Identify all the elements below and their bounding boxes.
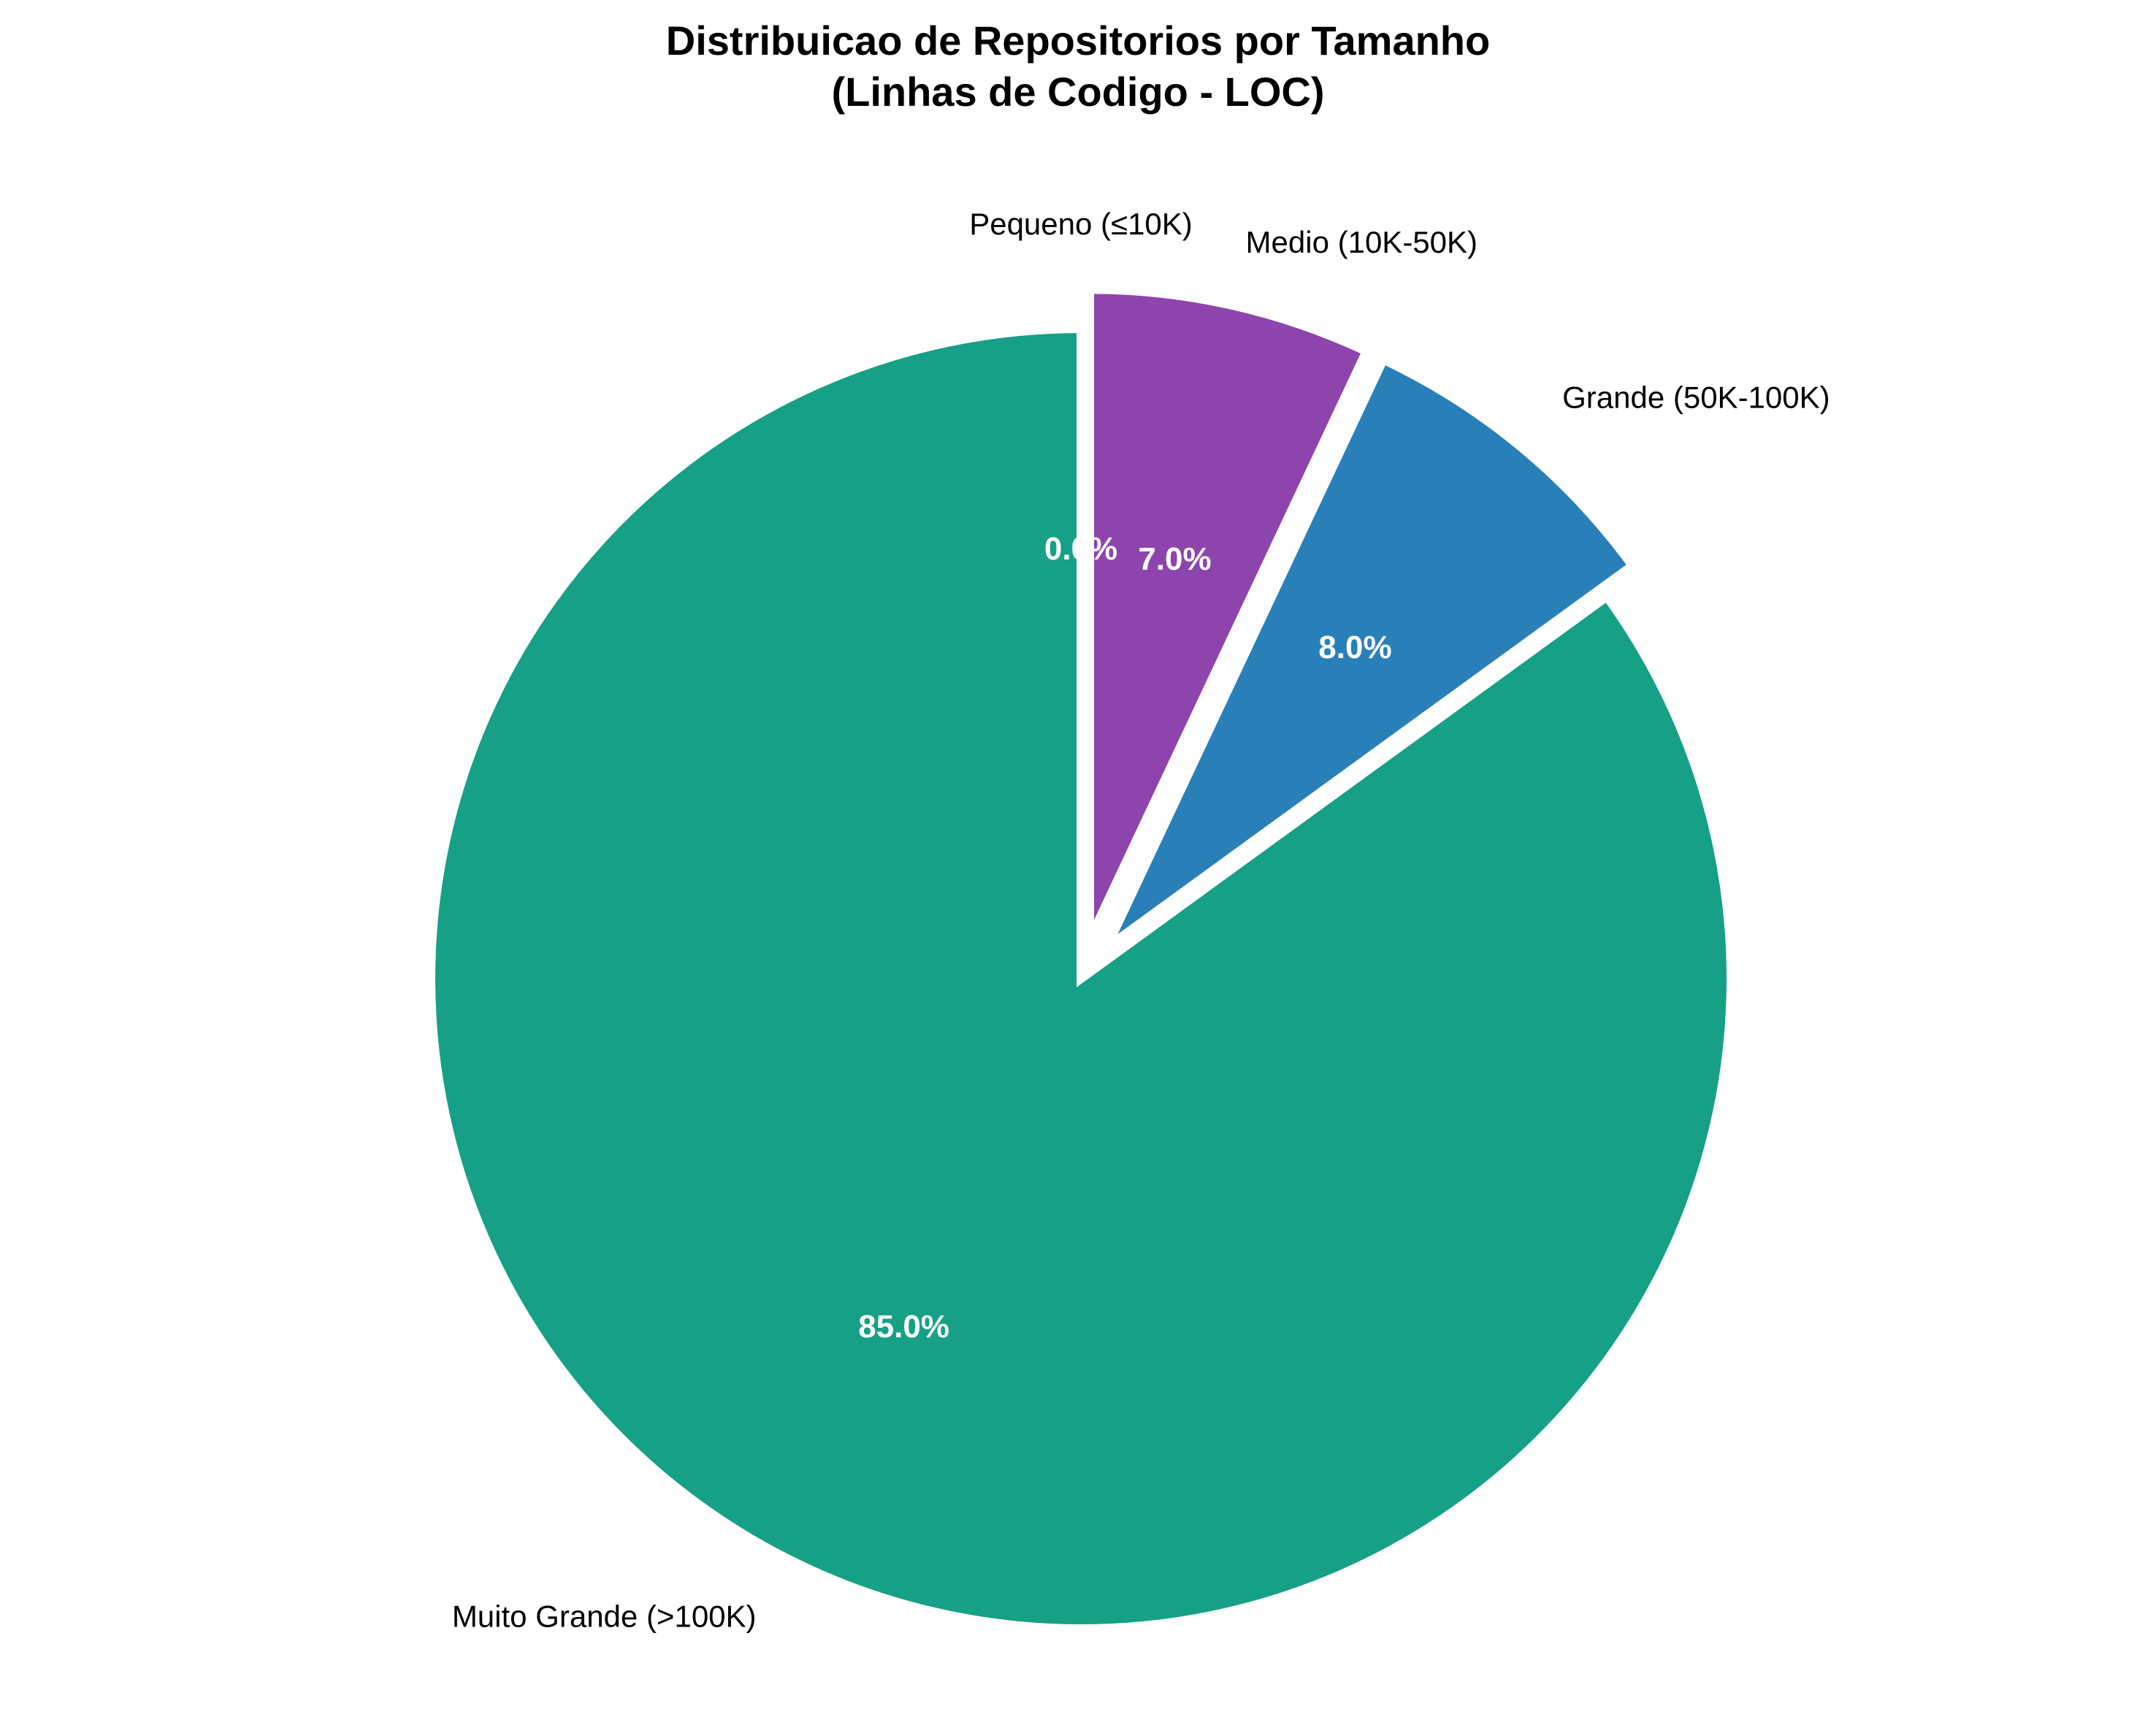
slice-pct-muito-grande-100k: 85.0%	[858, 1309, 949, 1345]
slice-pct-grande-50k-100k: 8.0%	[1318, 630, 1391, 665]
slice-label-medio-10k-50k: Medio (10K-50K)	[1246, 225, 1478, 259]
pie-slice-medio-10k-50k	[1085, 285, 1372, 941]
pie-slices	[427, 285, 1735, 1633]
slice-label-grande-50k-100k: Grande (50K-100K)	[1562, 380, 1830, 414]
pie-labels: Pequeno (≤10K) 0.0% Medio (10K-50K) 7.0% Gra…	[452, 207, 1830, 1633]
pie-slice-grande-50k-100k	[1102, 353, 1639, 952]
pie-slice-muito-grande-100k	[427, 324, 1735, 1633]
slice-label-muito-grande-100k: Muito Grande (>100K)	[452, 1599, 757, 1633]
slice-pct-medio-10k-50k: 7.0%	[1138, 541, 1211, 577]
chart-title-line-2: (Linhas de Codigo - LOC)	[831, 69, 1324, 115]
slice-label-pequeno-10k: Pequeno (≤10K)	[969, 207, 1193, 241]
slice-pct-pequeno-10k: 0.0%	[1044, 531, 1117, 567]
chart-title-line-1: Distribuicao de Repositorios por Tamanho	[666, 18, 1490, 64]
